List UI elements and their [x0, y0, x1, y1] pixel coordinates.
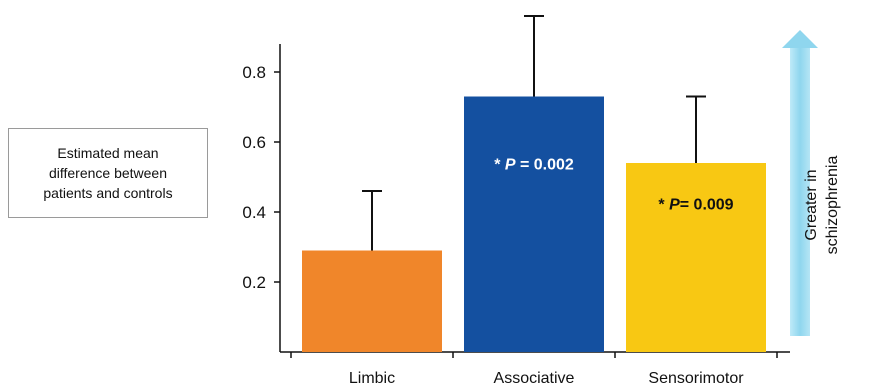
- arrow-caption-line: Greater in: [803, 169, 820, 241]
- bar: [302, 250, 442, 352]
- x-tick-label: Sensorimotor: [648, 370, 744, 385]
- significance-annotation: * P= 0.009: [658, 197, 733, 214]
- up-arrow-shaft: [790, 46, 810, 336]
- arrow-caption: Greater in schizophrenia: [801, 105, 843, 305]
- y-tick-label: 0.8: [242, 63, 266, 82]
- significance-annotation: * P = 0.002: [494, 156, 574, 173]
- bar: [626, 163, 766, 352]
- y-axis-label-box: Estimated mean difference between patien…: [8, 128, 208, 218]
- y-axis-label-line: Estimated mean: [57, 145, 159, 161]
- y-axis-label-line: patients and controls: [43, 185, 173, 201]
- y-axis-label-line: difference between: [48, 165, 168, 181]
- y-tick-label: 0.4: [242, 203, 266, 222]
- up-arrow-head: [782, 30, 818, 48]
- x-tick-label: Associative: [494, 370, 575, 385]
- arrow-caption-line: schizophrenia: [824, 155, 841, 255]
- y-tick-label: 0.6: [242, 133, 266, 152]
- x-tick-label: Limbic: [349, 370, 395, 385]
- y-tick-label: 0.2: [242, 273, 266, 292]
- bar: [464, 96, 604, 352]
